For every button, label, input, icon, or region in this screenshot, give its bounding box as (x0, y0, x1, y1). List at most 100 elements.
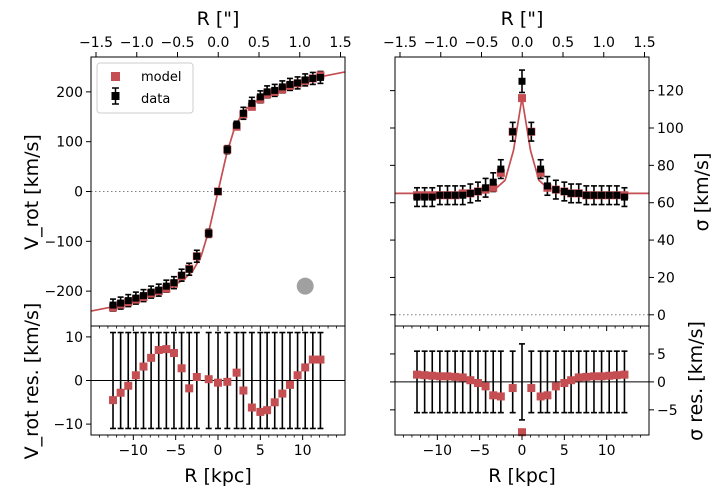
model-point (177, 364, 186, 373)
model-point (420, 371, 429, 380)
data-point (271, 86, 279, 94)
model-point (247, 403, 256, 412)
data-point (459, 191, 467, 199)
model-point (214, 378, 222, 387)
data-point (613, 191, 621, 199)
top-axis-tick-label: 0.0 (207, 35, 229, 51)
y-tick-label: 100 (657, 121, 684, 137)
legend-data-marker (111, 87, 120, 105)
data-point (582, 191, 590, 199)
y-tick-label: 0 (74, 374, 83, 390)
data-point (575, 189, 583, 197)
data-point (162, 282, 170, 290)
model-point (466, 376, 475, 385)
data-point (139, 292, 147, 300)
data-point (466, 189, 474, 197)
data-point (509, 128, 517, 136)
data-point (474, 188, 482, 195)
x-tick-label: −5 (165, 443, 186, 459)
top-axis-tick-label: −1.5 (383, 35, 417, 51)
model-curve (395, 97, 649, 195)
legend-model-marker (111, 72, 120, 81)
y-tick-label: −100 (45, 234, 83, 250)
model-point (518, 428, 526, 437)
y-tick-label: 0 (657, 308, 666, 324)
data-point (301, 76, 309, 84)
top-axis-tick-label: −1.5 (79, 35, 113, 51)
model-point (278, 389, 287, 398)
y-tick-label: −200 (45, 284, 83, 300)
x-tick-label: −5 (469, 443, 490, 459)
model-point (270, 398, 279, 407)
x-tick-label: 0 (518, 443, 527, 459)
model-point (239, 386, 248, 395)
model-point (131, 371, 140, 380)
data-point (598, 191, 606, 199)
model-point (316, 355, 325, 364)
data-point (421, 193, 429, 201)
model-point (574, 373, 583, 382)
model-point (582, 372, 591, 381)
data-point (567, 189, 575, 197)
model-point (443, 372, 452, 381)
y-tick-label: 120 (657, 84, 684, 100)
top-axis-tick-label: −0.5 (161, 35, 195, 51)
data-point (239, 109, 247, 117)
model-point (605, 371, 614, 380)
y-tick-label: 10 (65, 330, 83, 346)
model-point (109, 396, 118, 405)
beam-marker (296, 277, 314, 295)
vrot-top-axis-title: R ["] (197, 8, 240, 30)
chart-marks: −1.5 −1.0 −0.5 0.0 0.5 1.0 1.5−200−1000100200−… (45, 35, 684, 459)
x-tick-label: 0 (214, 443, 223, 459)
data-point (518, 77, 526, 85)
sigma-res-panel-frame (394, 325, 650, 436)
data-point (497, 165, 505, 173)
top-axis-tick-label: 1.5 (633, 35, 655, 51)
y-tick-label: 0 (74, 185, 83, 201)
velocity-dispersion-panel: −1.5 −1.0 −0.5 0.0 0.5 1.0 1.5 0 20 40 60 80 100 120 (383, 35, 684, 331)
data-point (543, 182, 551, 190)
data-point (155, 286, 163, 294)
rotation-residuals-panel: −10 −5 0 5 10 −10 0 10 (53, 330, 345, 459)
model-point (458, 373, 467, 382)
model-point (473, 379, 482, 388)
model-point (154, 345, 163, 354)
model-point (560, 379, 569, 388)
data-point (132, 294, 140, 302)
vrot-res-axis-title: V_rot res. [km/s] (21, 303, 43, 460)
model-point (518, 94, 526, 103)
legend-model-label: model (141, 70, 181, 85)
data-point (248, 99, 256, 107)
model-point (489, 183, 498, 192)
data-point (527, 128, 535, 136)
top-axis-tick-label: −1.0 (120, 35, 154, 51)
data-point (316, 73, 324, 81)
data-point (147, 288, 155, 296)
data-point (124, 297, 132, 305)
x-tick-label: 10 (598, 443, 616, 459)
model-point (567, 376, 576, 385)
data-point (205, 229, 213, 237)
rotation-velocity-panel: −1.5 −1.0 −0.5 0.0 0.5 1.0 1.5 −200 −100 0 100 200 (45, 35, 352, 331)
model-point (223, 377, 232, 386)
model-point (543, 391, 552, 400)
y-tick-label: 5 (657, 347, 666, 363)
top-axis-tick-label: 1.0 (593, 35, 615, 51)
x-tick-label: 5 (560, 443, 569, 459)
data-point (263, 88, 271, 96)
data-point (223, 146, 231, 154)
sigma-res-axis-title: σ res. [km/s] (685, 321, 707, 441)
model-point (204, 375, 213, 384)
sigma-axis-title: σ [km/s] (691, 153, 713, 232)
data-point (178, 271, 186, 279)
top-axis-tick-label: −1.0 (424, 35, 458, 51)
data-point (309, 74, 317, 82)
x-tick-label: 5 (256, 443, 265, 459)
y-tick-label: 40 (657, 233, 675, 249)
model-point (496, 392, 505, 401)
data-point (233, 121, 241, 129)
model-point (169, 349, 178, 358)
top-axis-tick-label: 0.0 (511, 35, 533, 51)
